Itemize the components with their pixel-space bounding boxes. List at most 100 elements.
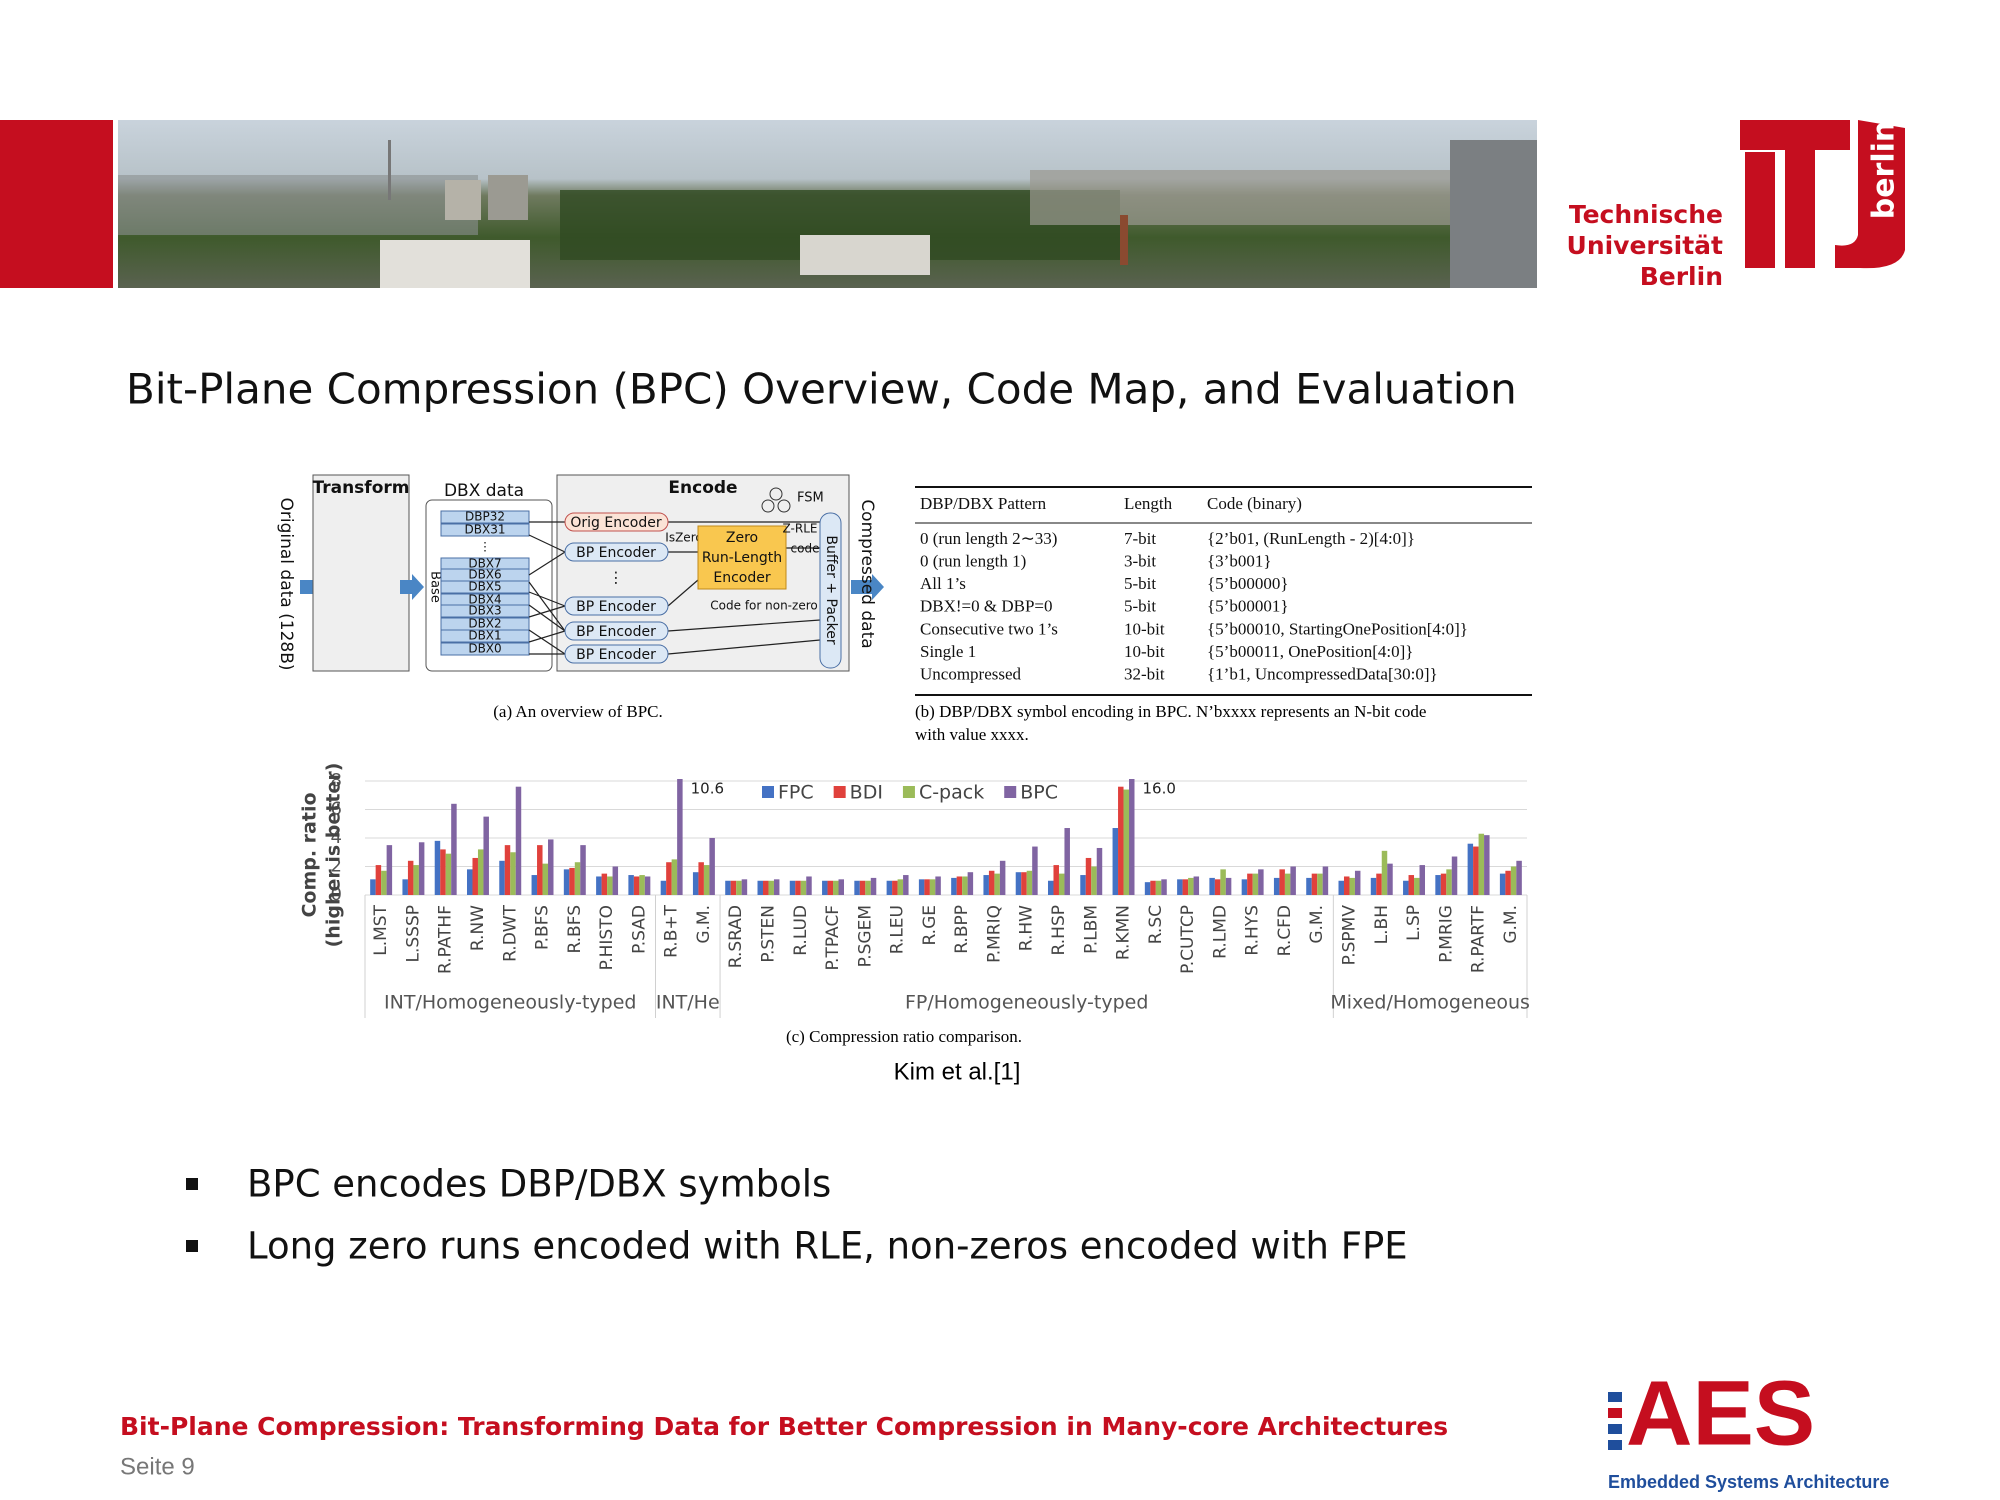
- label: BP Encoder: [576, 624, 656, 640]
- x-tick-label: R.SC: [1146, 905, 1166, 944]
- bar: [1376, 873, 1382, 895]
- plane-label: DBX6: [468, 568, 501, 582]
- bar: [924, 879, 930, 895]
- bar: [1209, 877, 1215, 895]
- bar: [1311, 873, 1318, 895]
- bar: [440, 849, 446, 895]
- bar: [1015, 872, 1022, 895]
- bar: [418, 842, 425, 895]
- x-tick-label: L.BH: [1372, 905, 1392, 944]
- x-tick-label: G.M.: [694, 905, 714, 944]
- x-tick-label: R.PARTF: [1469, 905, 1489, 973]
- bar: [1446, 869, 1452, 895]
- bar: [504, 845, 511, 895]
- bar: [666, 862, 672, 895]
- x-tick-label: R.HSP: [1049, 905, 1069, 955]
- bar: [698, 862, 704, 895]
- bar: [628, 875, 634, 895]
- value-label: 10.6: [691, 780, 724, 798]
- bar: [1279, 869, 1285, 895]
- bar: [1510, 866, 1517, 895]
- bar: [1161, 879, 1167, 895]
- orig-encoder: [564, 512, 669, 532]
- slide-title: Bit-Plane Compression (BPC) Overview, Co…: [126, 365, 1517, 414]
- bp-encoder: [564, 542, 669, 562]
- table-cell: 5-bit: [1124, 597, 1156, 616]
- bar: [1252, 873, 1259, 895]
- bar: [1053, 865, 1059, 895]
- bar: [1193, 876, 1200, 895]
- label: Zero: [726, 530, 758, 546]
- bar: [612, 866, 619, 895]
- plane-label: DBX0: [468, 642, 501, 656]
- bar: [1177, 879, 1183, 895]
- bar: [865, 880, 871, 895]
- legend-swatch: [762, 786, 774, 798]
- bar: [1306, 877, 1312, 895]
- y-tick-label: 0: [331, 884, 342, 905]
- bar: [806, 876, 812, 895]
- caption: (b) DBP/DBX symbol encoding in BPC. N’bx…: [915, 702, 1426, 721]
- caption: (a) An overview of BPC.: [493, 702, 663, 721]
- caption: (c) Compression ratio comparison.: [786, 1027, 1022, 1046]
- bar: [660, 880, 667, 895]
- bar: [1473, 846, 1479, 895]
- x-tick-label: R.LEU: [888, 905, 908, 954]
- bar: [1370, 877, 1377, 895]
- table-cell: 3-bit: [1124, 552, 1156, 571]
- bar: [375, 865, 382, 895]
- table-cell: Single 1: [920, 642, 976, 661]
- bar: [903, 875, 909, 895]
- bar: [768, 880, 774, 895]
- bar: [956, 876, 963, 895]
- plane-label: ⋮: [479, 540, 491, 554]
- bar: [1273, 877, 1280, 895]
- bar: [466, 869, 473, 895]
- bar: [1467, 843, 1474, 895]
- plane-box: [440, 510, 530, 524]
- bar: [1064, 828, 1070, 895]
- x-tick-label: R.HYS: [1243, 905, 1263, 956]
- bar: [1096, 847, 1103, 895]
- bar: [709, 838, 715, 895]
- x-tick-label: L.SP: [1404, 905, 1424, 941]
- x-tick-label: R.B+T: [662, 904, 682, 958]
- x-tick-label: P.SPMV: [1339, 905, 1359, 966]
- arrow: [400, 574, 424, 600]
- bar: [1258, 869, 1264, 895]
- x-tick-label: R.SRAD: [726, 905, 746, 968]
- bar: [1284, 873, 1291, 895]
- bullet-marker: [186, 1178, 198, 1190]
- label: Code for non-zero: [710, 599, 817, 613]
- table-cell: {5’b00011, OnePosition[4:0]}: [1207, 642, 1413, 661]
- bar: [951, 877, 957, 895]
- bar: [451, 803, 457, 895]
- legend-label: BPC: [1020, 782, 1058, 804]
- bar: [1440, 873, 1447, 895]
- bar: [854, 880, 860, 895]
- table-b: DBP/DBX Pattern Length Code (binary) 0 (run…: [915, 486, 1532, 696]
- caption: with value xxxx.: [915, 725, 1029, 744]
- table-cell: {1’b1, UncompressedData[30:0]}: [1207, 665, 1438, 684]
- header-red-bar: [0, 120, 113, 288]
- bar: [563, 869, 570, 895]
- plane-label: DBX4: [468, 593, 501, 607]
- label: Orig Encoder: [570, 515, 661, 531]
- bar: [548, 839, 554, 895]
- y-tick-label: 4: [331, 827, 342, 848]
- bp-encoder: [564, 596, 669, 616]
- bar: [789, 880, 796, 895]
- bar: [580, 845, 586, 895]
- bar: [800, 880, 807, 895]
- x-tick-label: R.GE: [920, 905, 940, 946]
- label: BP Encoder: [576, 599, 656, 615]
- bar: [510, 852, 516, 895]
- bar: [1091, 866, 1097, 895]
- bar: [838, 879, 845, 895]
- bar: [677, 779, 683, 895]
- bar: [886, 880, 893, 895]
- y-axis-label: Comp. ratio: [299, 792, 321, 917]
- x-tick-label: P.MRIG: [1436, 905, 1456, 963]
- bar: [870, 877, 877, 895]
